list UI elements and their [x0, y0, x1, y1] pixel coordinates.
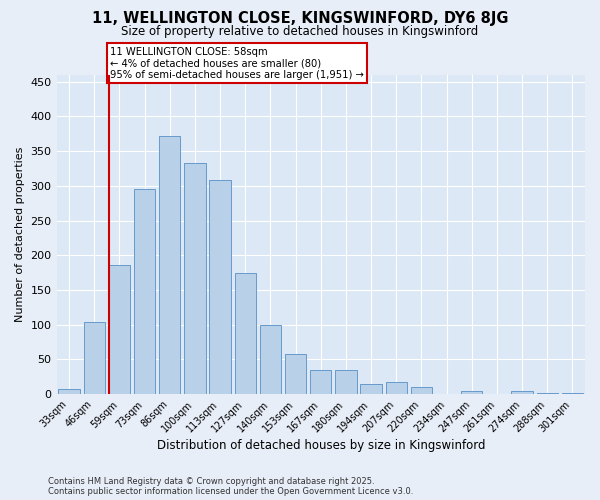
Title: 11, WELLINGTON CLOSE, KINGSWINFORD, DY6 8JG
Size of property relative to detache: 11, WELLINGTON CLOSE, KINGSWINFORD, DY6 …	[0, 499, 1, 500]
Bar	[235, 272, 256, 394]
Text: Contains HM Land Registry data © Crown copyright and database right 2025.
Contai: Contains HM Land Registry data © Crown c…	[48, 476, 413, 496]
Bar	[109, 265, 130, 394]
Y-axis label: Number of detached properties: Number of detached properties	[15, 147, 25, 322]
Bar	[335, 370, 356, 394]
Bar	[285, 354, 307, 394]
Bar	[209, 180, 231, 394]
Text: Size of property relative to detached houses in Kingswinford: Size of property relative to detached ho…	[121, 25, 479, 38]
Bar	[83, 322, 105, 394]
Bar	[310, 370, 331, 394]
Bar	[159, 136, 181, 394]
Bar	[511, 392, 533, 394]
Bar	[386, 382, 407, 394]
Bar	[184, 163, 206, 394]
Bar	[536, 393, 558, 394]
Bar	[134, 190, 155, 394]
X-axis label: Distribution of detached houses by size in Kingswinford: Distribution of detached houses by size …	[157, 440, 485, 452]
Bar	[411, 387, 432, 394]
Text: 11 WELLINGTON CLOSE: 58sqm
← 4% of detached houses are smaller (80)
95% of semi-: 11 WELLINGTON CLOSE: 58sqm ← 4% of detac…	[110, 46, 364, 80]
Bar	[562, 393, 583, 394]
Text: 11, WELLINGTON CLOSE, KINGSWINFORD, DY6 8JG: 11, WELLINGTON CLOSE, KINGSWINFORD, DY6 …	[92, 11, 508, 26]
Bar	[260, 325, 281, 394]
Bar	[461, 390, 482, 394]
Bar	[361, 384, 382, 394]
Bar	[58, 388, 80, 394]
